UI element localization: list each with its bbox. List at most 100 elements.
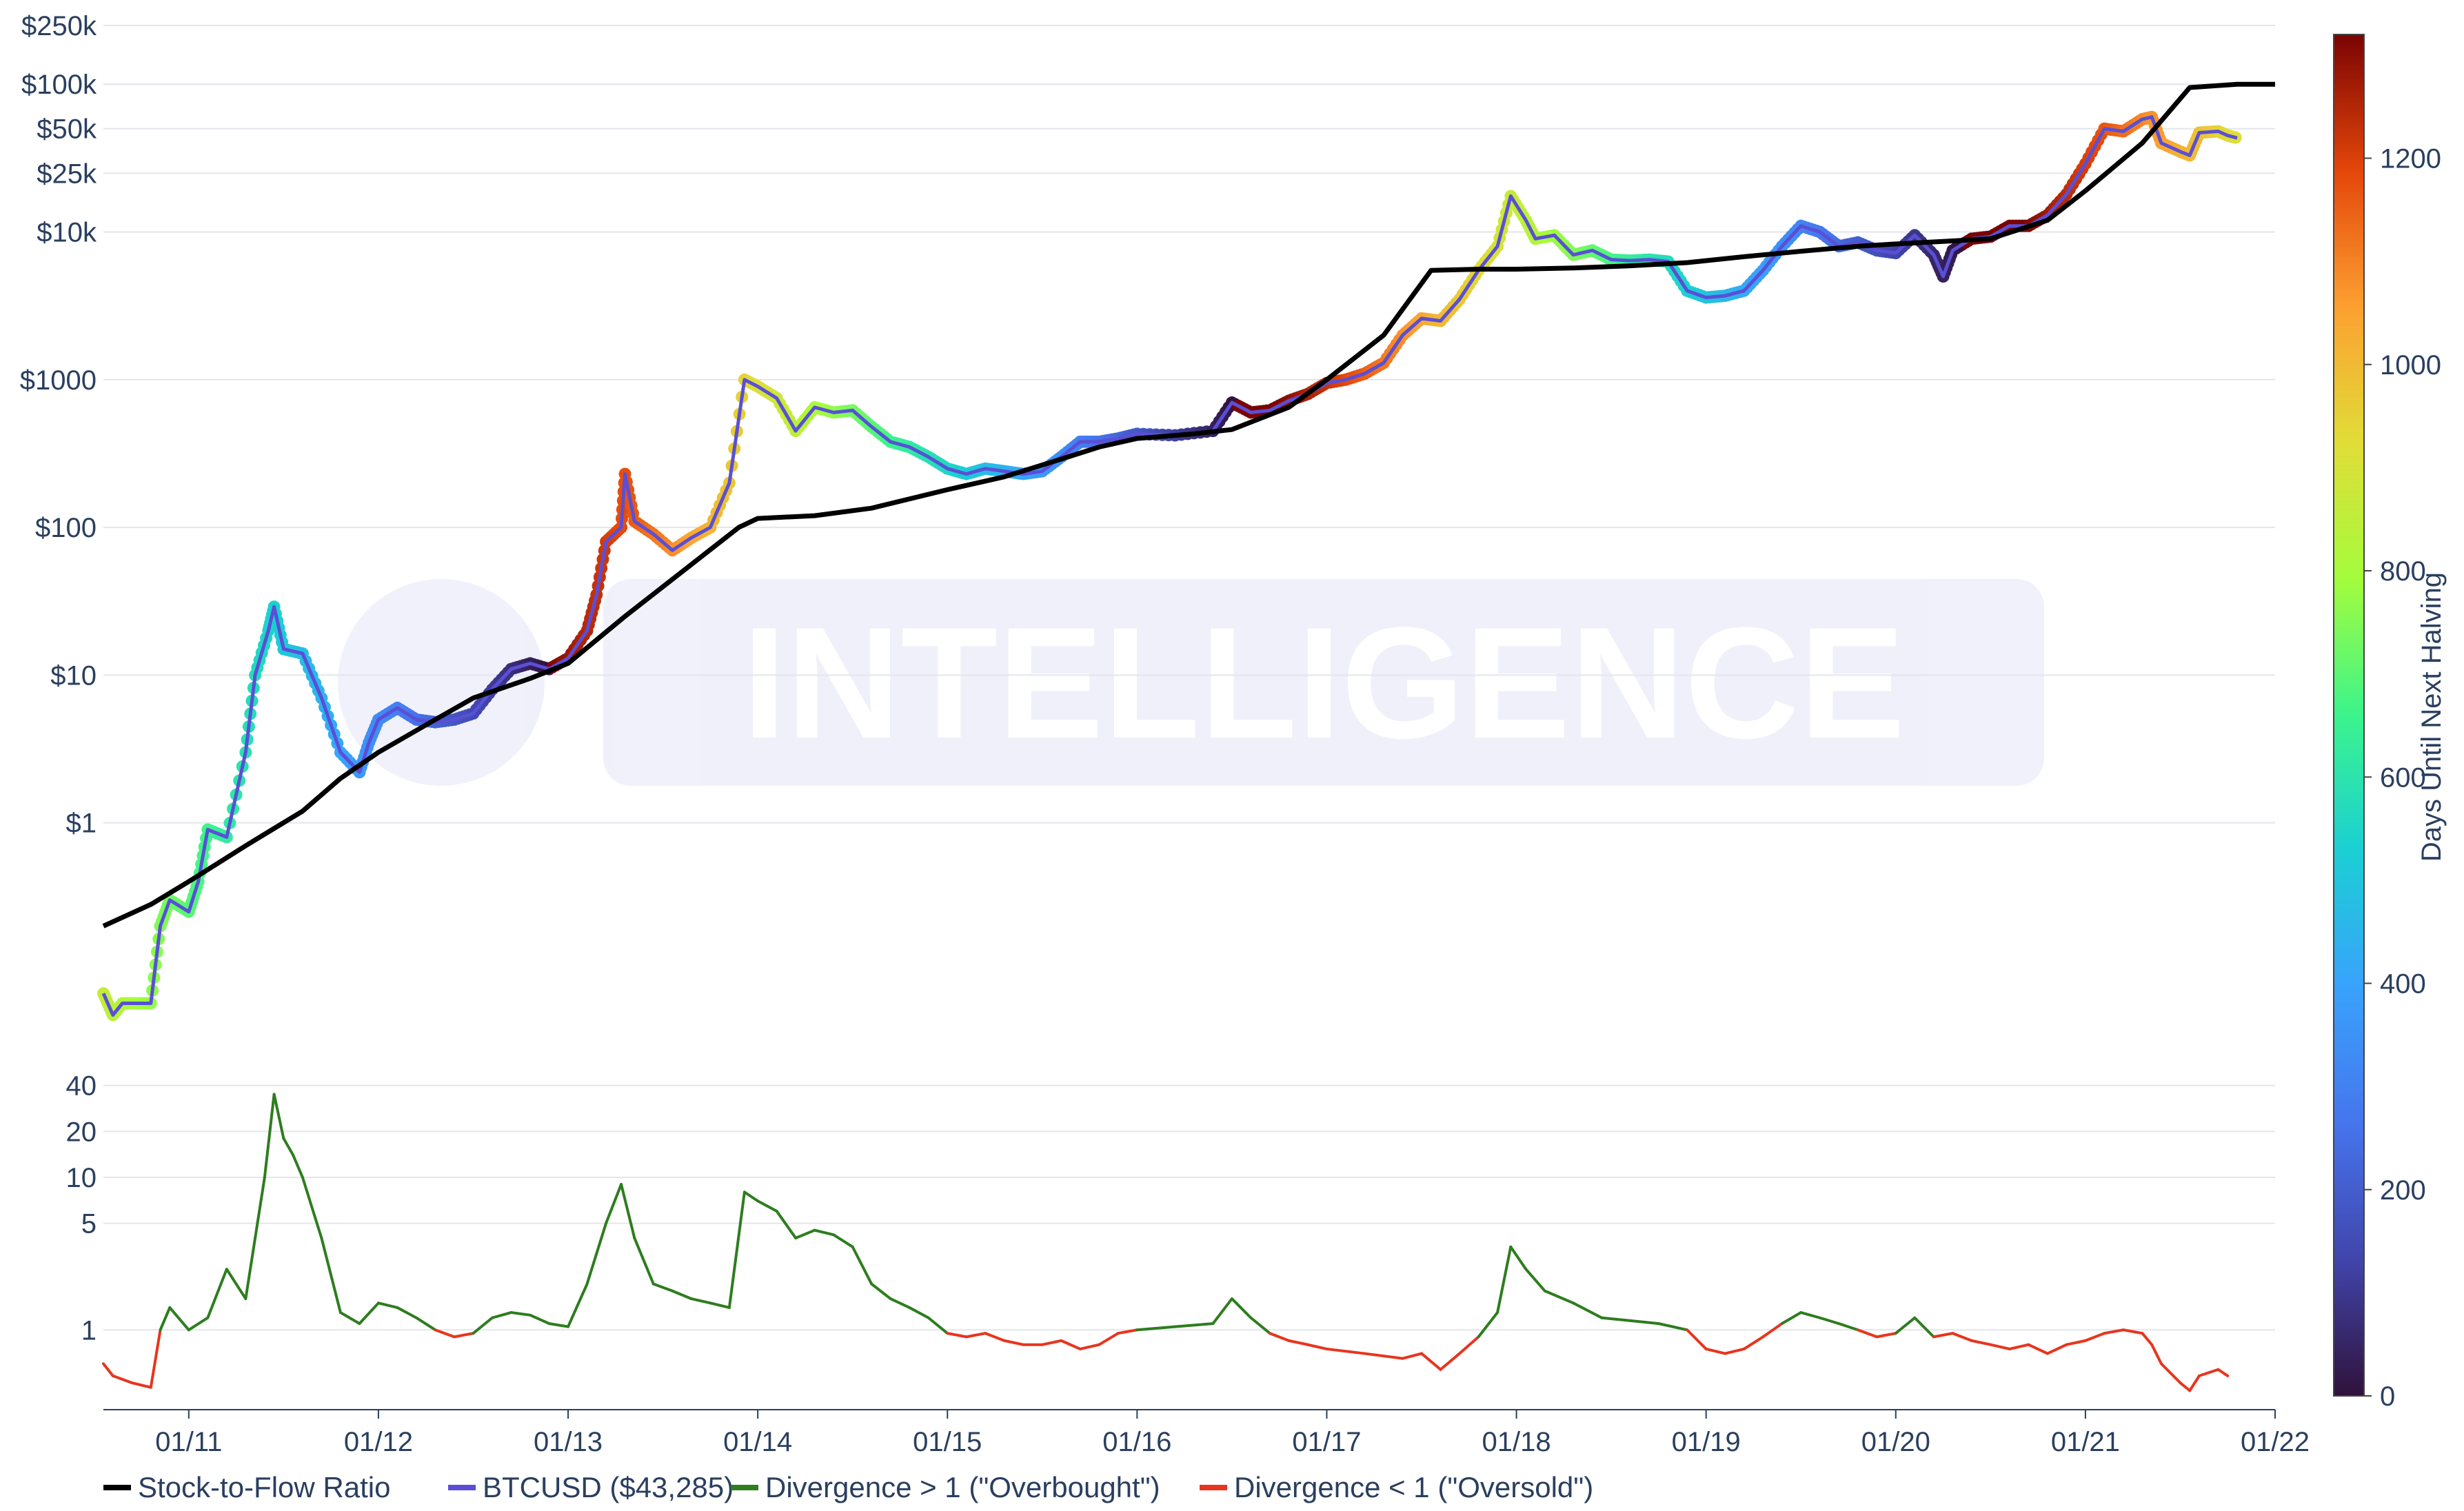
divergence-segment (472, 1316, 494, 1335)
divergence-segment (1116, 1328, 1139, 1335)
x-tick-label: 01/17 (1292, 1427, 1361, 1457)
divergence-segment (984, 1332, 1006, 1342)
divergence-segment (1363, 1352, 1404, 1360)
divergence-y-tick-label: 20 (66, 1117, 97, 1147)
divergence-segment (339, 1311, 361, 1326)
colorbar-title: Days Until Next Halving (2416, 572, 2447, 862)
divergence-y-tick-label: 5 (81, 1209, 97, 1239)
divergence-segment (1287, 1339, 1309, 1346)
divergence-segment (149, 1328, 162, 1389)
divergence-segment (620, 1183, 636, 1240)
divergence-segment (1989, 1343, 2011, 1350)
divergence-segment (1211, 1297, 1233, 1326)
legend-item-label: Stock-to-Flow Ratio (138, 1471, 390, 1503)
x-tick-label: 01/11 (155, 1427, 222, 1457)
divergence-segment (2179, 1381, 2192, 1392)
divergence-segment (1173, 1322, 1215, 1328)
divergence-segment (1098, 1332, 1120, 1346)
divergence-segment (1420, 1352, 1442, 1371)
divergence-segment (1078, 1343, 1101, 1350)
divergence-segment (547, 1322, 570, 1328)
divergence-segment (1875, 1332, 1897, 1339)
divergence-segment (1524, 1268, 1546, 1292)
legend-item-label: BTCUSD ($43,285) (483, 1471, 734, 1503)
divergence-segment (1913, 1316, 1935, 1339)
divergence-y-tick-label: 40 (66, 1071, 97, 1102)
divergence-segment (889, 1297, 911, 1309)
legend-item-label: Divergence < 1 ("Oversold") (1234, 1471, 1593, 1503)
colorbar: 0 200 400 600 800 1000 1200 Days Until Next Ha… (2333, 34, 2447, 1412)
divergence-segment (282, 1137, 295, 1157)
divergence-segment (2197, 1368, 2220, 1377)
legend-item-label: Divergence > 1 ("Overbought") (765, 1471, 1160, 1503)
divergence-segment (272, 1093, 285, 1140)
divergence-segment (927, 1316, 949, 1335)
divergence-segment (1837, 1322, 1859, 1332)
divergence-y-axis: 1 5 10 20 40 (66, 1071, 97, 1346)
price-y-tick-label: $25k (37, 159, 97, 189)
divergence-segment (2083, 1332, 2106, 1342)
divergence-segment (1704, 1347, 1727, 1355)
divergence-segment (434, 1328, 456, 1339)
x-tick-label: 01/20 (1861, 1427, 1930, 1457)
divergence-segment (2008, 1343, 2030, 1350)
divergence-segment (1401, 1352, 1424, 1360)
divergence-segment (1230, 1297, 1253, 1319)
divergence-segment (1477, 1311, 1499, 1339)
divergence-segment (320, 1237, 342, 1315)
price-y-tick-label: $1 (66, 809, 97, 839)
price-y-tick-label: $100k (21, 70, 97, 100)
divergence-segment (1135, 1325, 1177, 1332)
divergence-segment (1268, 1332, 1291, 1342)
divergence-segment (605, 1183, 623, 1225)
divergence-segment (225, 1268, 248, 1301)
colorbar-tick-label: 1000 (2380, 350, 2441, 381)
divergence-segment (1970, 1339, 1992, 1346)
divergence-segment (206, 1268, 228, 1319)
watermark: INTELLIGENCE (338, 579, 2044, 786)
divergence-segment (292, 1153, 304, 1179)
divergence-segment (832, 1233, 854, 1248)
divergence-segment (1509, 1245, 1528, 1271)
divergence-segment (1249, 1316, 1271, 1335)
x-tick-label: 01/21 (2051, 1427, 2120, 1457)
divergence-gridlines (103, 1084, 2275, 1331)
colorbar-tick-label: 800 (2380, 556, 2426, 587)
colorbar-tick-label: 1200 (2380, 144, 2441, 174)
divergence-segment (1657, 1322, 1689, 1332)
divergence-segment (1002, 1339, 1025, 1346)
divergence-segment (1818, 1316, 1841, 1326)
divergence-segment (2065, 1339, 2087, 1346)
divergence-segment (794, 1228, 816, 1240)
divergence-segment (168, 1306, 190, 1332)
legend: Stock-to-Flow Ratio BTCUSD ($43,285) Diver… (103, 1471, 1593, 1503)
divergence-segment (1040, 1339, 1063, 1346)
divergence-segment (727, 1190, 746, 1309)
stock-to-flow-line (102, 81, 2275, 929)
price-y-tick-label: $100 (35, 513, 97, 543)
divergence-segment (528, 1313, 551, 1326)
divergence-segment (1458, 1335, 1480, 1355)
x-tick-label: 01/18 (1482, 1427, 1551, 1457)
divergence-segment (633, 1237, 655, 1286)
price-y-tick-label: $1000 (20, 365, 97, 396)
divergence-segment (1628, 1319, 1660, 1326)
divergence-segment (743, 1190, 760, 1203)
divergence-segment (2188, 1374, 2201, 1392)
x-tick-label: 01/14 (723, 1427, 792, 1457)
divergence-segment (709, 1301, 731, 1309)
divergence-segment (358, 1301, 380, 1326)
divergence-segment (1932, 1332, 1955, 1339)
divergence-segment (254, 1175, 266, 1240)
divergence-segment (1686, 1328, 1708, 1350)
divergence-segment (2159, 1362, 2182, 1385)
divergence-segment (851, 1245, 873, 1286)
divergence-segment (1496, 1245, 1513, 1315)
divergence-segment (813, 1228, 836, 1237)
price-y-tick-label: $50k (37, 114, 97, 145)
divergence-segment (652, 1282, 674, 1292)
watermark-logo-icon (338, 579, 545, 786)
colorbar-gradient (2333, 34, 2365, 1397)
x-tick-label: 01/16 (1102, 1427, 1171, 1457)
divergence-segment (490, 1311, 513, 1319)
